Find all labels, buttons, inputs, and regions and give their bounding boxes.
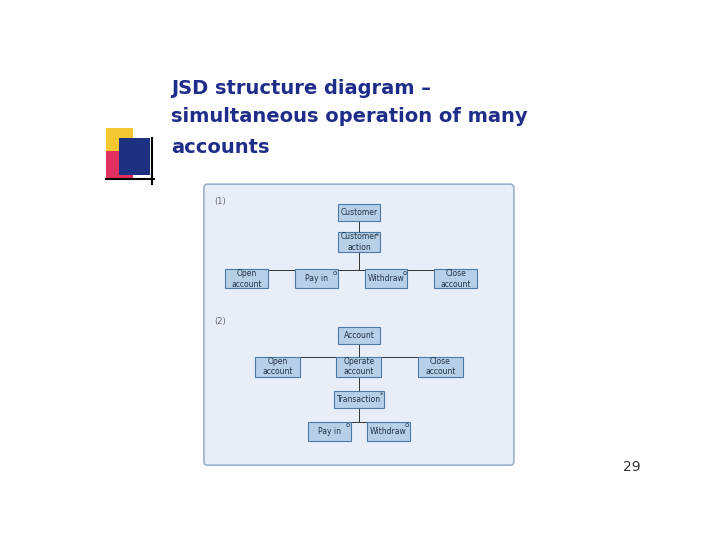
FancyBboxPatch shape bbox=[338, 204, 380, 221]
FancyBboxPatch shape bbox=[120, 138, 150, 175]
Text: Customer
action: Customer action bbox=[341, 232, 377, 252]
Text: JSD structure diagram –: JSD structure diagram – bbox=[171, 79, 431, 98]
Text: Transaction: Transaction bbox=[337, 395, 381, 404]
FancyBboxPatch shape bbox=[204, 184, 514, 465]
Text: *: * bbox=[376, 233, 379, 239]
Text: Open
account: Open account bbox=[231, 269, 262, 288]
FancyBboxPatch shape bbox=[336, 356, 382, 377]
FancyBboxPatch shape bbox=[434, 269, 477, 288]
FancyBboxPatch shape bbox=[338, 327, 380, 345]
Text: Open
account: Open account bbox=[262, 357, 293, 376]
Text: *: * bbox=[380, 392, 383, 398]
Text: (2): (2) bbox=[214, 318, 226, 326]
FancyBboxPatch shape bbox=[418, 356, 463, 377]
Text: simultaneous operation of many: simultaneous operation of many bbox=[171, 107, 528, 126]
Text: o: o bbox=[346, 422, 350, 428]
Text: accounts: accounts bbox=[171, 138, 270, 157]
FancyBboxPatch shape bbox=[365, 269, 408, 288]
Text: Pay in: Pay in bbox=[318, 427, 341, 436]
Text: (1): (1) bbox=[214, 197, 226, 206]
Text: Account: Account bbox=[343, 332, 374, 340]
Text: o: o bbox=[333, 270, 337, 276]
FancyBboxPatch shape bbox=[225, 269, 268, 288]
FancyBboxPatch shape bbox=[308, 422, 351, 441]
FancyBboxPatch shape bbox=[106, 128, 133, 156]
FancyBboxPatch shape bbox=[367, 422, 410, 441]
FancyBboxPatch shape bbox=[255, 356, 300, 377]
Text: Withdraw: Withdraw bbox=[368, 274, 405, 284]
FancyBboxPatch shape bbox=[334, 392, 384, 408]
Text: Close
account: Close account bbox=[441, 269, 471, 288]
Text: Customer: Customer bbox=[341, 208, 377, 217]
FancyBboxPatch shape bbox=[338, 232, 380, 252]
Text: Operate
account: Operate account bbox=[343, 357, 374, 376]
FancyBboxPatch shape bbox=[295, 269, 338, 288]
Text: Pay in: Pay in bbox=[305, 274, 328, 284]
FancyBboxPatch shape bbox=[106, 151, 133, 179]
Text: o: o bbox=[402, 270, 407, 276]
Text: Withdraw: Withdraw bbox=[370, 427, 407, 436]
Text: 29: 29 bbox=[623, 461, 640, 475]
Text: o: o bbox=[405, 422, 409, 428]
Text: Close
account: Close account bbox=[425, 357, 456, 376]
